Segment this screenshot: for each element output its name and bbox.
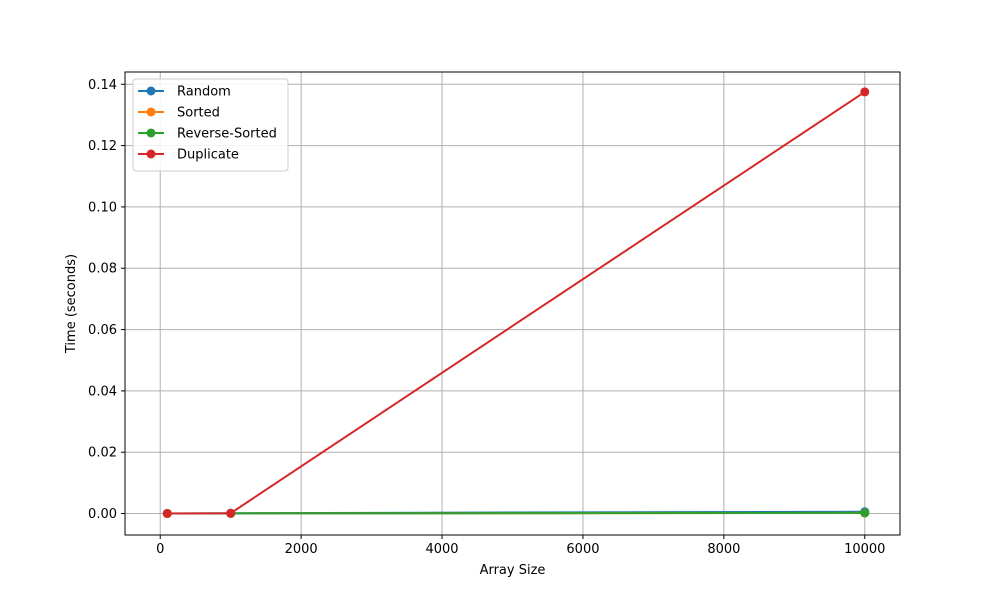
series-line-reverse-sorted [167,511,865,515]
y-tick-label: 0.12 [88,139,117,154]
y-tick-label: 0.02 [88,446,117,461]
legend-swatch-marker [146,128,156,138]
legend-item: Sorted [138,106,220,121]
y-tick-label: 0.04 [88,384,117,399]
legend-item: Duplicate [138,148,239,163]
grid-lines [125,72,900,535]
legend-swatch-marker [146,149,156,159]
x-tick-label: 0 [156,542,164,557]
legend-box [132,78,289,172]
legend-item: Reverse-Sorted [138,127,277,142]
legend-label: Reverse-Sorted [177,127,277,142]
y-tick-label: 0.00 [88,507,117,522]
data-point-duplicate [162,508,172,518]
y-tick-label: 0.06 [88,323,117,338]
legend: Random Sorted Reverse-Sorted Duplicate [132,78,289,172]
data-point-duplicate [226,508,236,518]
y-axis: 0.00 0.02 0.04 0.06 0.08 0.10 0.12 0.14 [88,78,125,522]
data-point-reverse-sorted [860,508,870,518]
legend-item: Random [138,85,231,100]
y-tick-label: 0.14 [88,78,117,93]
legend-label: Random [177,85,231,100]
data-point-duplicate [860,87,870,97]
x-tick-label: 2000 [285,542,318,557]
series-layer [162,87,870,519]
series-duplicate [162,87,870,518]
y-tick-label: 0.10 [88,200,117,215]
plot-area-frame [124,71,901,536]
legend-label: Duplicate [177,148,239,163]
x-axis: 0 2000 4000 6000 8000 10000 [156,535,885,557]
legend-label: Sorted [177,106,220,121]
x-tick-label: 6000 [566,542,599,557]
x-axis-label: Array Size [480,563,546,578]
x-tick-label: 10000 [844,542,885,557]
legend-swatch-marker [146,86,156,96]
legend-swatch-marker [146,107,156,117]
x-tick-label: 4000 [425,542,458,557]
y-axis-label: Time (seconds) [64,254,79,354]
x-tick-label: 8000 [707,542,740,557]
y-tick-label: 0.08 [88,262,117,277]
